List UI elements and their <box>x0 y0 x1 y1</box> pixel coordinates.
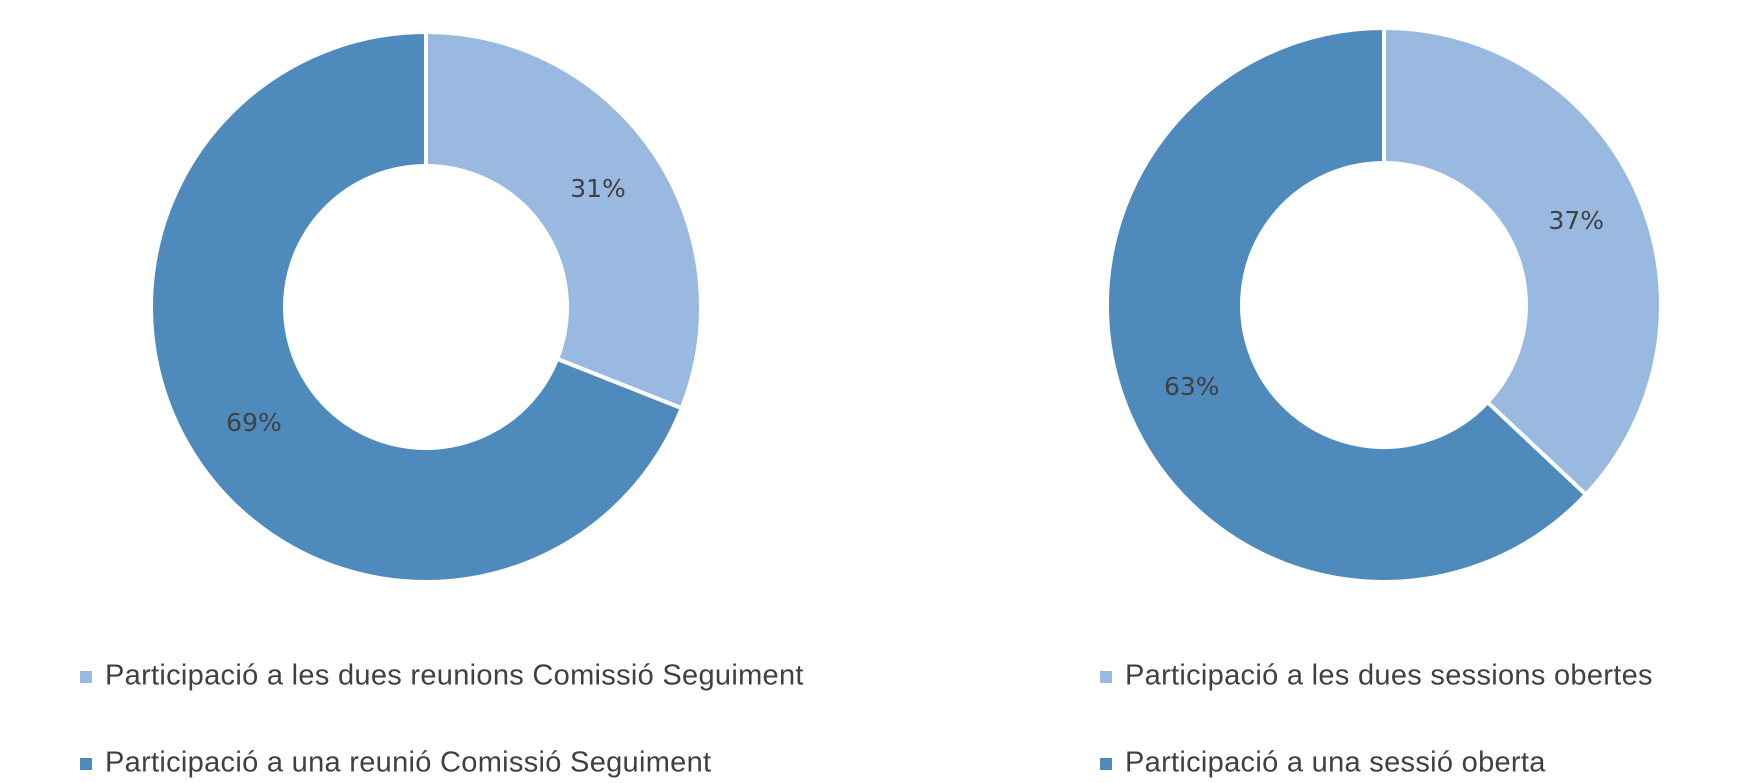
legend-marker <box>80 671 92 683</box>
donut-slice <box>1382 25 1663 498</box>
value-label: 63% <box>1164 372 1220 401</box>
donut-slice <box>1105 25 1589 584</box>
legend-label: Participació a una reunió Comissió Segui… <box>105 747 711 779</box>
legend-label: Participació a una sessió oberta <box>1125 747 1546 779</box>
value-label: 37% <box>1548 206 1604 235</box>
donut-slice <box>424 29 703 411</box>
legend-marker <box>1100 758 1112 770</box>
legend-marker <box>1100 671 1112 683</box>
value-label: 31% <box>570 174 626 203</box>
value-label: 69% <box>226 408 282 437</box>
legend-marker <box>80 758 92 770</box>
donut-slice <box>149 29 685 584</box>
legend-label: Participació a les dues reunions Comissi… <box>105 660 804 692</box>
legend-label: Participació a les dues sessions obertes <box>1125 660 1653 692</box>
